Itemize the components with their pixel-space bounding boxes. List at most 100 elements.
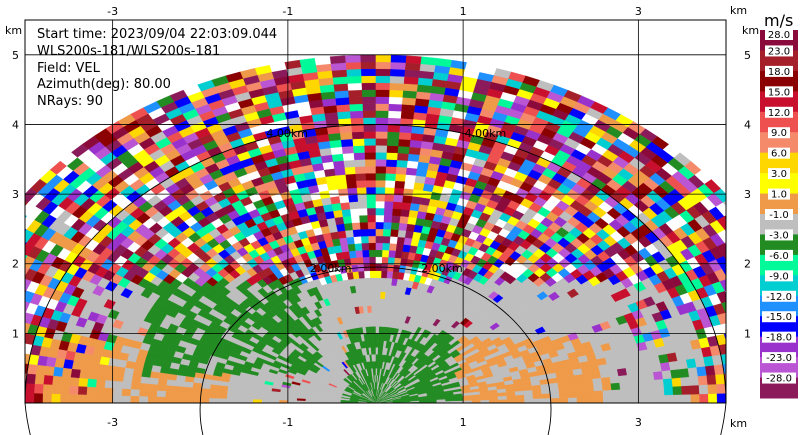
radar-gate [357, 200, 368, 209]
radar-gate [402, 83, 418, 92]
radar-gate [646, 394, 657, 403]
radar-gate [354, 242, 363, 251]
radar-gate [706, 374, 717, 385]
colorbar-label: -9.0 [769, 271, 789, 282]
radar-gate [114, 366, 126, 376]
radar-gate [375, 138, 388, 146]
colorbar-label: 6.0 [771, 149, 787, 160]
radar-gate [733, 372, 743, 383]
radar-gate [77, 394, 87, 403]
colorbar-label: -23.0 [766, 353, 792, 364]
range-ring-tail [199, 402, 204, 435]
radar-gate [385, 166, 397, 175]
radar-gate [351, 222, 361, 231]
colorbar-label: 18.0 [768, 67, 790, 78]
radar-gate [375, 68, 391, 77]
radar-gate [105, 372, 116, 382]
radar-gate [364, 152, 376, 160]
radar-gate [371, 319, 376, 327]
radar-gate [662, 378, 673, 388]
radar-gate [4, 341, 15, 353]
radar-gate [575, 385, 586, 393]
radar-gate [112, 388, 123, 397]
radar-gate [733, 286, 746, 299]
radar-gate [387, 124, 401, 133]
radar-gate [390, 278, 398, 287]
radar-gate [371, 326, 376, 334]
radar-gate [730, 298, 743, 310]
radar-gate [8, 383, 17, 393]
radar-gate [5, 286, 18, 299]
radar-gate [0, 371, 1, 382]
radar-gate [332, 160, 345, 169]
radar-gate [372, 333, 376, 341]
radar-gate [396, 159, 408, 168]
radar-gate [389, 229, 399, 238]
azimuth-text: Azimuth(deg): 80.00 [37, 77, 171, 92]
radar-gate [375, 152, 387, 160]
radar-gate [678, 367, 690, 378]
x-tick-label-bottom: -3 [107, 416, 118, 429]
radar-gate [261, 396, 271, 401]
radar-gate [375, 82, 390, 91]
radar-gate [25, 228, 27, 232]
radar-gate [0, 339, 7, 351]
radar-gate [549, 387, 560, 394]
radar-gate [362, 117, 376, 125]
radar-gate [559, 397, 569, 403]
radar-gate [358, 207, 368, 216]
radar-gate [139, 376, 151, 385]
radar-gate [112, 395, 122, 403]
radar-gate [375, 368, 378, 376]
radar-gate [0, 360, 2, 371]
radar-gate [34, 374, 45, 385]
radar-gate [724, 228, 726, 232]
radar-gate [42, 384, 53, 395]
radar-gate [345, 180, 357, 189]
radar-gate [0, 246, 12, 259]
radar-gate [506, 398, 516, 403]
colorbar: m/s 28.023.018.015.012.09.06.03.01.0-1.0… [760, 11, 798, 399]
radar-gate [670, 368, 681, 379]
colorbar-label: 3.0 [771, 169, 787, 180]
radar-gate [333, 167, 346, 176]
radar-gate [637, 387, 648, 396]
radar-gate [382, 221, 392, 230]
radar-gate [567, 391, 578, 398]
radar-gate [148, 377, 159, 386]
radar-gate [375, 312, 380, 320]
radar-gate [620, 395, 630, 403]
radar-gate [174, 380, 185, 388]
radar-gate [387, 117, 401, 126]
y-tick-label-left: 3 [12, 188, 19, 201]
radar-gate [654, 386, 665, 396]
radar-gate [375, 179, 386, 188]
radar-gate [733, 331, 745, 343]
radar-gate [629, 395, 639, 403]
radar-gate [381, 256, 389, 265]
radar-gate [364, 165, 376, 174]
radar-gate [157, 378, 168, 386]
radar-gate [51, 393, 61, 403]
radar-gate [327, 132, 341, 142]
radar-gate [354, 166, 366, 175]
radar-gate [375, 193, 385, 202]
colorbar-label: -15.0 [766, 312, 792, 323]
axis-unit-label: km [730, 4, 747, 17]
x-tick-label-bottom: -1 [282, 416, 293, 429]
radar-gate [375, 172, 386, 181]
radar-gate [343, 222, 353, 231]
radar-gate [42, 393, 52, 403]
radar-gate [375, 347, 379, 355]
radar-gate [735, 393, 744, 403]
radar-gate [389, 68, 406, 77]
radar-gate [113, 380, 124, 390]
radar-gate [394, 173, 406, 182]
radar-gate [335, 174, 347, 183]
radar-gate [707, 383, 718, 395]
colorbar-label: -18.0 [766, 333, 792, 344]
radar-gate [384, 180, 396, 188]
radar-gate [0, 229, 4, 243]
radar-gate [25, 393, 26, 403]
radar-gate [401, 97, 417, 106]
